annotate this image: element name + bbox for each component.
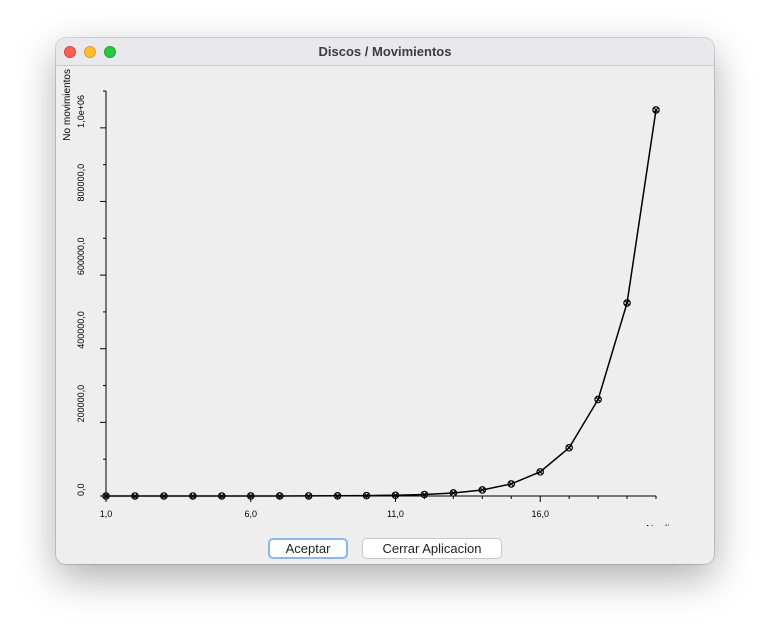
close-application-button[interactable]: Cerrar Aplicacion <box>362 538 502 559</box>
y-tick-label: 1,0e+06 <box>76 95 86 128</box>
line-chart: 1,0 6,0 11,0 16,0 0,0 200000,0 400000,0 600000,… <box>62 69 690 526</box>
data-point <box>420 490 429 499</box>
zoom-window-button[interactable] <box>104 46 116 58</box>
minimize-window-button[interactable] <box>84 46 96 58</box>
data-point <box>652 106 660 114</box>
data-point <box>131 492 139 500</box>
data-point <box>189 492 197 500</box>
y-tick-label: 600000,0 <box>76 238 86 276</box>
window-title: Discos / Movimientos <box>318 44 452 59</box>
x-tick-label: 11,0 <box>387 509 404 519</box>
x-tick-label: 16,0 <box>531 509 549 519</box>
data-point <box>102 492 110 500</box>
y-tick-label: 800000,0 <box>76 164 86 202</box>
title-bar: Discos / Movimientos <box>56 38 714 66</box>
data-point <box>160 492 168 500</box>
data-point <box>478 486 487 494</box>
y-tick-label: 400000,0 <box>76 311 86 349</box>
x-tick-label: 1,0 <box>100 509 113 519</box>
x-axis-label: No discos <box>646 524 690 526</box>
data-point <box>217 492 226 500</box>
accept-button[interactable]: Aceptar <box>268 538 348 559</box>
close-window-button[interactable] <box>64 46 76 58</box>
chart-area: 1,0 6,0 11,0 16,0 0,0 200000,0 400000,0 600000,… <box>56 66 714 526</box>
data-point <box>304 492 313 500</box>
data-point <box>594 395 602 404</box>
x-tick-label: 6,0 <box>244 509 257 519</box>
data-point <box>565 443 573 452</box>
app-window: Discos / Movimientos 1,0 6,0 11,0 16,0 0,0 20… <box>56 38 714 564</box>
data-point <box>246 492 255 500</box>
series-line <box>105 109 657 497</box>
data-point <box>536 468 545 476</box>
data-point <box>333 492 342 500</box>
data-point <box>623 299 631 307</box>
data-point <box>275 492 284 500</box>
y-tick-label: 200000,0 <box>76 385 86 423</box>
y-axis-label: No movimientos <box>62 69 73 141</box>
data-point <box>391 491 400 500</box>
y-tick-label: 0,0 <box>76 483 86 496</box>
data-point <box>362 491 371 500</box>
data-point <box>449 489 458 497</box>
data-point <box>507 480 516 488</box>
